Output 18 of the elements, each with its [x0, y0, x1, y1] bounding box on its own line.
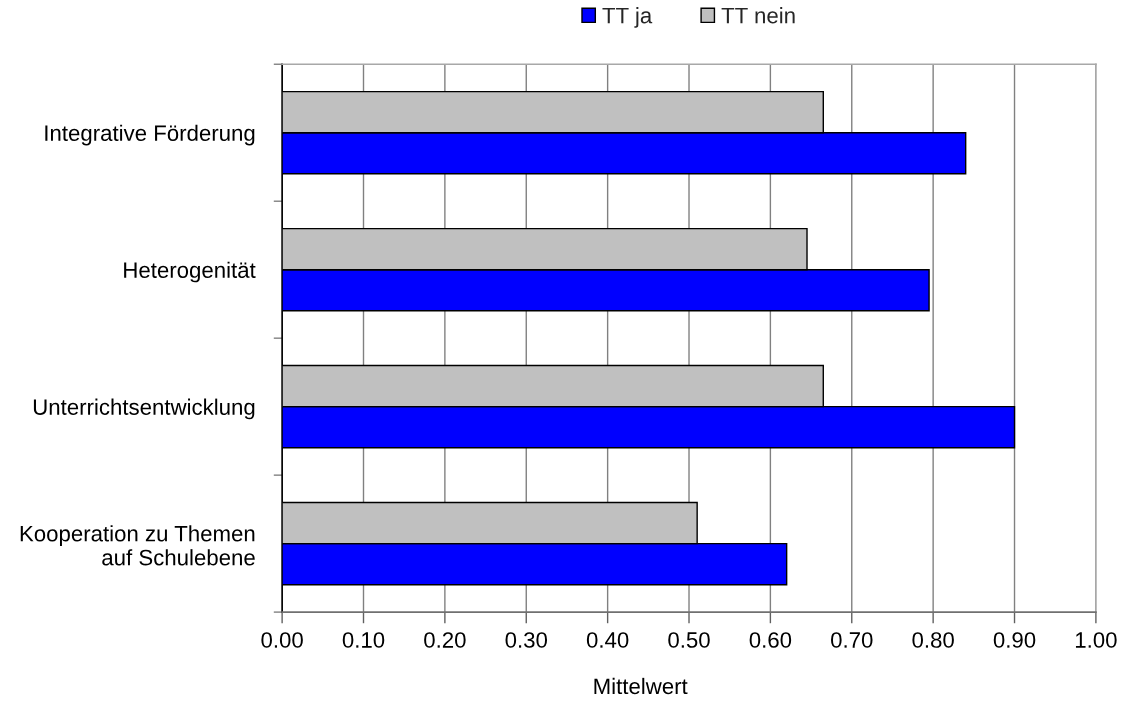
y-tick-label: Kooperation zu Themen auf Schulebene — [20, 525, 255, 566]
x-tick-label: 0.50 — [668, 632, 710, 648]
x-tick-label: 1.00 — [1075, 632, 1117, 648]
x-tick-label: 0.70 — [831, 632, 873, 648]
legend-label: TT ja — [602, 7, 653, 28]
y-tick-label: Integrative Förderung — [45, 124, 255, 146]
x-axis-title: Mittelwert — [594, 677, 688, 695]
x-tick-label: 0.20 — [424, 632, 466, 648]
x-tick-label: 0.10 — [342, 632, 385, 648]
x-tick-label: 0.00 — [261, 632, 303, 648]
y-tick-label: Unterrichtsentwicklung — [33, 398, 255, 420]
y-tick-label: Heterogenität — [124, 261, 256, 283]
x-tick-label: 0.30 — [505, 632, 548, 648]
x-tick-label: 0.40 — [586, 632, 629, 648]
x-tick-label: 0.80 — [912, 632, 954, 648]
x-tick-label: 0.60 — [749, 632, 792, 648]
x-tick-label: 0.90 — [993, 632, 1036, 648]
legend-label: TT nein — [721, 7, 795, 24]
